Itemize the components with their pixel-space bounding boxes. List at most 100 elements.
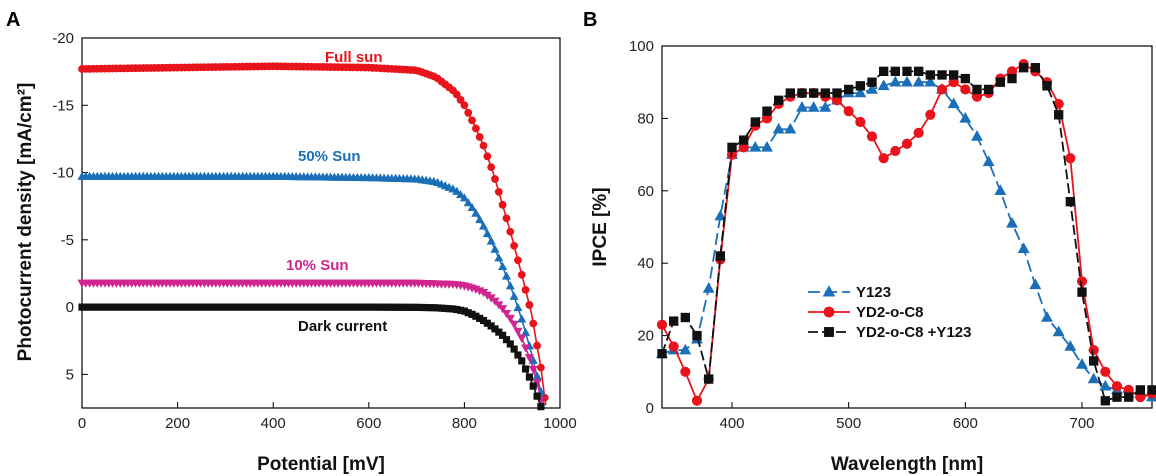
data-point (1017, 242, 1030, 253)
data-point (460, 101, 469, 110)
data-point (391, 303, 400, 311)
data-point (901, 75, 913, 87)
data-point (326, 303, 335, 311)
data-point (388, 303, 396, 311)
annotation-50-sun: 50% Sun (298, 148, 361, 165)
data-point (491, 325, 499, 333)
data-point (691, 395, 703, 406)
y-tick-label: -5 (61, 232, 74, 249)
data-point (196, 303, 205, 311)
data-point (1042, 81, 1052, 91)
data-point (1123, 392, 1134, 402)
data-point (411, 303, 419, 311)
data-point (376, 303, 384, 311)
data-point (1065, 196, 1076, 207)
data-point (384, 303, 392, 311)
panel-b-x-axis-title: Wavelength [nm] (831, 454, 983, 475)
data-point (112, 303, 120, 311)
data-point (1041, 311, 1053, 322)
panel-a-axes: 0 200 400 600 800 1000 -20 -15 -10 -5 0 5 (52, 30, 576, 432)
data-point (947, 97, 960, 109)
data-point (517, 270, 526, 279)
data-point (1147, 385, 1156, 395)
data-point (250, 303, 258, 311)
data-point (1065, 153, 1076, 164)
data-point (208, 303, 216, 311)
data-point (738, 135, 749, 145)
data-point (714, 209, 727, 221)
data-point (738, 142, 749, 153)
data-point (235, 303, 243, 311)
data-point (82, 303, 90, 311)
data-point (843, 106, 854, 117)
data-point (479, 141, 488, 150)
data-point (924, 75, 937, 87)
data-point (135, 303, 143, 311)
x-tick-label: 1000 (543, 415, 576, 432)
panel-a-label: A (6, 9, 20, 31)
data-point (304, 303, 312, 311)
data-point (727, 142, 737, 153)
data-point (925, 70, 936, 80)
data-point (441, 304, 449, 313)
data-point (533, 341, 541, 350)
data-point (960, 73, 971, 84)
data-point (105, 303, 113, 311)
y-tick-label: 5 (66, 366, 74, 383)
annotation-10-sun: 10% Sun (286, 257, 349, 274)
data-point (680, 366, 691, 377)
data-point (925, 109, 936, 120)
data-point (702, 282, 715, 293)
legend-item: YD2-o-C8 +Y123 (808, 324, 971, 341)
y-tick-label: 0 (66, 299, 74, 316)
data-point (513, 303, 523, 312)
data-point (216, 303, 224, 311)
data-point (491, 175, 499, 183)
y-tick-label: 0 (646, 400, 654, 417)
series-full-sun (78, 62, 549, 406)
data-point (330, 303, 338, 311)
data-point (292, 303, 300, 311)
data-point (1135, 392, 1146, 403)
data-point (680, 312, 691, 323)
data-point (529, 319, 538, 328)
data-point (762, 106, 772, 116)
data-point (982, 155, 995, 167)
data-point (457, 306, 465, 314)
data-point (78, 303, 86, 311)
legend-marker (822, 285, 836, 297)
data-point (959, 112, 972, 123)
y-tick-label: -10 (52, 165, 74, 182)
legend-item: Y123 (808, 284, 891, 301)
data-point (281, 303, 289, 311)
data-point (499, 331, 507, 339)
data-point (475, 133, 484, 141)
data-point (227, 303, 235, 311)
data-point (703, 374, 714, 384)
data-point (170, 303, 178, 311)
panel-a-plot-frame (81, 37, 561, 409)
data-point (901, 138, 913, 149)
data-point (913, 127, 924, 138)
data-point (476, 314, 484, 322)
data-point (471, 124, 480, 133)
data-point (831, 95, 843, 106)
data-point (1077, 287, 1087, 297)
data-point (445, 305, 453, 313)
data-point (475, 215, 485, 224)
data-point (434, 304, 442, 312)
data-point (116, 303, 124, 311)
series-y123 (656, 75, 1156, 402)
data-point (773, 95, 784, 105)
data-point (518, 357, 526, 365)
data-point (342, 303, 350, 311)
data-point (258, 303, 266, 311)
data-point (797, 88, 807, 98)
data-point (158, 303, 166, 311)
data-point (395, 303, 403, 311)
data-point (464, 108, 473, 117)
data-point (452, 90, 461, 99)
data-point (994, 184, 1007, 196)
data-point (971, 91, 983, 102)
